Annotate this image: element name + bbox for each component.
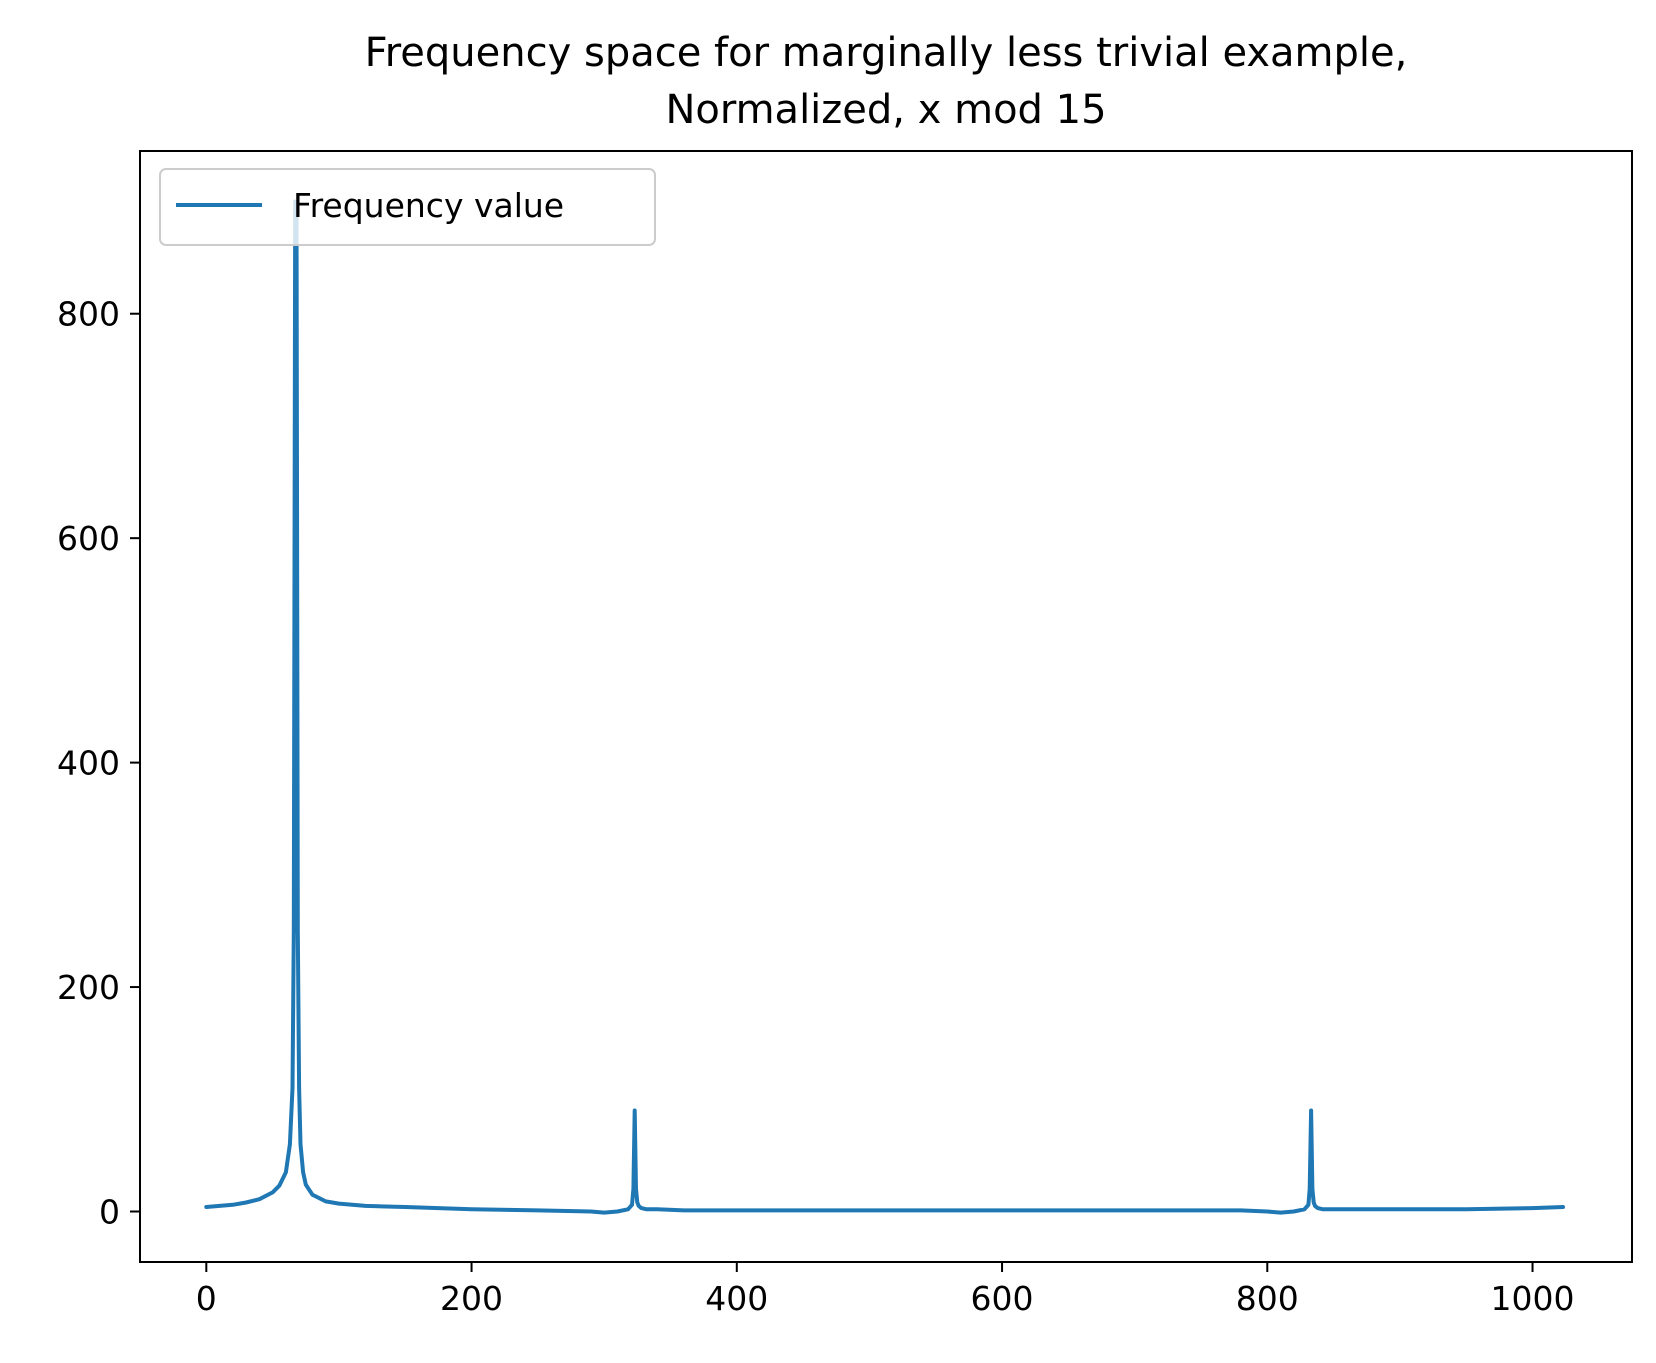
y-tick-label: 200 xyxy=(57,968,120,1007)
chart-title-line-1: Frequency space for marginally less triv… xyxy=(365,30,1408,76)
x-tick-label: 1000 xyxy=(1491,1279,1575,1318)
legend-label-frequency-value: Frequency value xyxy=(293,186,564,225)
axes-frame xyxy=(139,150,1633,1263)
x-tick-label: 800 xyxy=(1236,1279,1299,1318)
y-tick-label: 800 xyxy=(57,295,120,334)
y-tick-label: 0 xyxy=(99,1193,120,1232)
y-tick-label: 600 xyxy=(57,519,120,558)
chart-title: Frequency space for marginally less triv… xyxy=(365,30,1408,133)
legend: Frequency value xyxy=(159,168,656,246)
y-tick-label: 400 xyxy=(57,744,120,783)
x-tick-label: 600 xyxy=(971,1279,1034,1318)
legend-box xyxy=(159,168,656,246)
series-line-frequency-value xyxy=(204,199,1565,1215)
plot-area xyxy=(204,199,1565,1215)
chart-title-line-2: Normalized, x mod 15 xyxy=(665,87,1106,133)
x-tick-label: 400 xyxy=(705,1279,768,1318)
axes: 0 200 400 600 800 1000 0 200 400 600 800 xyxy=(57,150,1633,1318)
x-tick-label: 200 xyxy=(440,1279,503,1318)
x-tick-label: 0 xyxy=(196,1279,217,1318)
